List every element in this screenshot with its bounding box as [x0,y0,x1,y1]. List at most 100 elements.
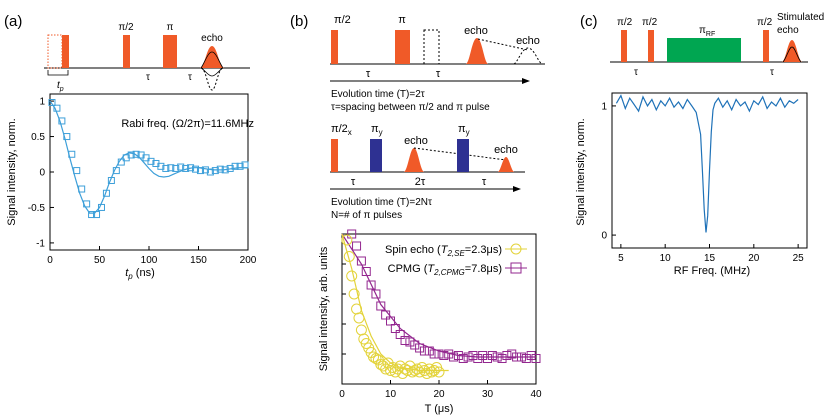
rabi-data-point [226,164,234,172]
seq-b2-piy1-pulse [370,139,382,172]
seq-a-echo-outline [200,51,224,77]
rabi-data-point [147,157,155,165]
rabi-data-point [206,168,214,176]
cpmg-data-point [473,354,483,363]
seq-b1-echo2-label: echo [516,35,540,47]
rabi-data-point [187,164,195,172]
spin-echo-data-point [433,366,445,378]
seq-c-pi2c-pulse [763,30,769,62]
plot-b-xtick-label: 10 [385,389,397,400]
seq-a-pi-pulse [163,35,177,68]
seq-c-stimulated-label: Stimulated [777,12,824,23]
cpmg-data-point [516,352,526,362]
rabi-data-point [68,150,76,158]
plot-a-xtick-label: 200 [240,255,257,266]
plot-a-annotation: Rabi freq. (Ω/2π)=11.6MHz [121,118,254,130]
cpmg-data-point [507,349,517,359]
seq-a-pi2-label: π/2 [118,22,134,33]
seq-b2-decay-line [413,147,507,161]
seq-b2-tau2: 2τ [415,176,426,188]
seq-a-pi-label: π [167,22,174,33]
cpmg-fit-line [341,233,536,358]
spin-echo-data-point [355,324,367,336]
legend-spin-echo-text: Spin echo (T2,SE=2.3μs) [385,244,502,258]
rabi-data-point [236,162,244,170]
plot-a-ylabel: Signal intensity, norm. [6,118,18,225]
seq-b2-echo2-shape [498,157,514,172]
panel-c-endor-plot: Signal intensity, norm. RF Freq. (MHz) 5… [575,92,808,277]
seq-b2-echo1-label: echo [404,135,428,147]
seq-c-tau1: τ [634,67,638,78]
spin-echo-data-point [346,270,358,282]
plot-b-xtick-label: 0 [339,389,345,400]
cpmg-data-point [415,343,425,353]
rabi-data-point [162,164,170,172]
cpmg-data-point [487,351,497,360]
seq-c-echo-label: echo [777,25,799,36]
plot-a-ytick-label: -1 [36,238,45,249]
plot-c-xlabel: RF Freq. (MHz) [674,265,750,277]
panel-a-rabi-plot: Rabi freq. (Ω/2π)=11.6MHz Signal intensi… [6,93,257,281]
spin-echo-data-point [380,363,392,375]
cpmg-data-point [463,352,473,362]
spin-echo-data-point [348,288,360,300]
seq-c-pi2b-pulse [648,30,654,62]
rabi-data-point [221,166,229,174]
seq-b2-evolution-text: Evolution time (T)=2Nτ [331,197,432,208]
cpmg-data-point [395,330,405,339]
seq-a-tp-bracket [47,70,69,76]
legend-spin-echo-marker [510,243,522,255]
spin-echo-data-point [343,251,355,262]
cpmg-data-point [502,351,512,360]
plot-a-ytick-label: 0 [39,168,45,179]
cpmg-data-point [371,289,381,299]
seq-b1-tau2: τ [436,68,441,80]
cpmg-data-point [526,351,536,360]
seq-b2-tau3: τ [482,176,487,188]
spin-echo-data-point [385,365,396,376]
plot-a-xtick-label: 0 [47,255,53,266]
cpmg-data-point [478,351,488,360]
rabi-data-point [132,150,140,158]
cpmg-data-point [376,301,386,311]
rabi-data-point [48,99,56,107]
seq-a-pi2-pulse [123,35,130,68]
seq-c-pi2b-label: π/2 [642,17,658,28]
seq-b1-pi2-label: π/2 [334,14,351,26]
seq-b2-piy2-label: πy [458,123,470,137]
cpmg-data-point [424,346,434,356]
cpmg-data-point [439,351,449,360]
rabi-data-point [182,164,190,172]
cpmg-data-point [449,352,459,362]
seq-b2-echo2-label: echo [494,144,518,156]
cpmg-data-point [444,349,454,359]
seq-c-echo-outline [782,46,802,63]
seq-b2-tau1: τ [351,176,356,188]
rabi-data-point [88,211,96,219]
plot-a-xlabel: tp (ns) [125,267,155,281]
plot-a-ytick-label: 1 [39,97,45,108]
plot-b-ylabel: Signal intensity, arb. units [318,246,330,371]
cpmg-data-point [483,354,492,363]
plot-b-xlabel: T (μs) [425,403,454,415]
cpmg-data-point [419,346,429,356]
plot-c-ytick-label: 1 [601,101,607,112]
seq-c-echo-shape [782,40,802,62]
cpmg-data-point [366,280,376,290]
rabi-data-point [142,154,150,162]
seq-c-pi2a-pulse [621,30,627,62]
plot-a-ytick-label: 0.5 [31,132,45,143]
cpmg-data-point [361,267,371,276]
seq-b1-echo1-label: echo [464,25,488,37]
plot-c-ylabel: Signal intensity, norm. [575,118,587,225]
seq-b1-echo2-dashed [513,47,543,65]
panel-a-label: (a) [4,13,22,30]
rabi-data-point [192,165,200,173]
rabi-data-point [58,117,66,125]
seq-a-tau1: τ [146,72,150,83]
seq-b1-pi-pulse [395,30,410,64]
rabi-data-point [201,166,209,174]
cpmg-data-point [429,349,439,359]
spin-echo-data-point [428,365,440,376]
spin-echo-data-point [411,363,423,375]
